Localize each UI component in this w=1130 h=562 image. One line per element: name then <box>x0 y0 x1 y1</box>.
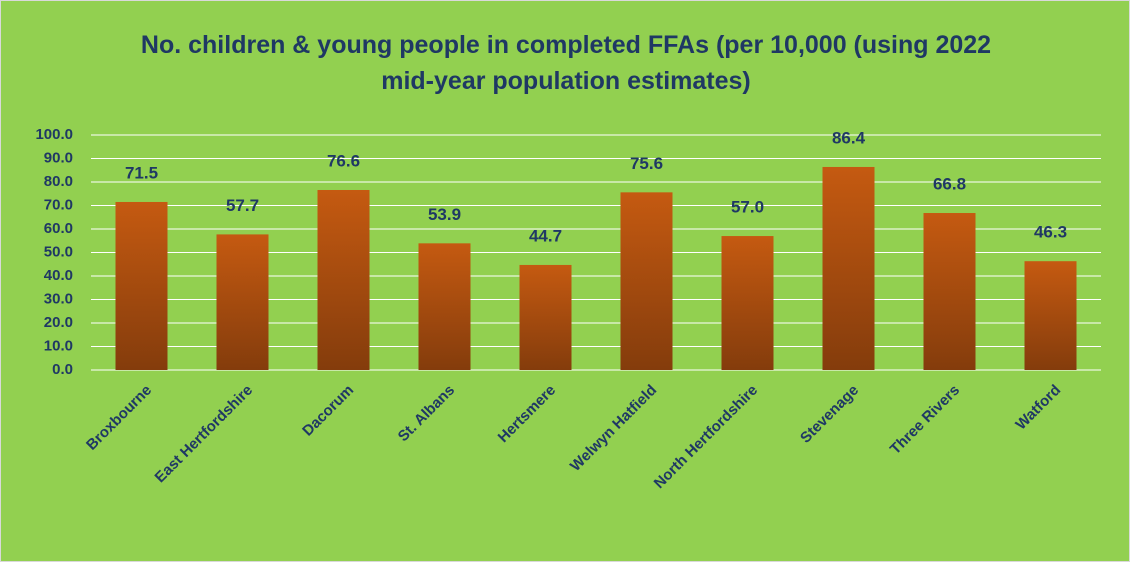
bar <box>519 264 572 370</box>
bar <box>721 236 774 370</box>
data-label: 66.8 <box>933 175 966 194</box>
y-tick-label: 100.0 <box>35 126 73 143</box>
y-tick-label: 70.0 <box>44 196 73 213</box>
data-label: 44.7 <box>529 226 562 245</box>
data-label: 57.0 <box>731 198 764 217</box>
x-tick-label: St. Albans <box>395 382 458 445</box>
bar <box>418 243 471 370</box>
data-label: 71.5 <box>125 163 158 182</box>
bar <box>923 213 976 370</box>
bar <box>1024 261 1077 370</box>
x-tick-label: North Hertfordshire <box>651 382 761 492</box>
y-tick-label: 10.0 <box>44 337 73 354</box>
data-label: 75.6 <box>630 154 663 173</box>
y-tick-label: 0.0 <box>52 361 73 378</box>
y-tick-label: 50.0 <box>44 243 73 260</box>
y-tick-label: 90.0 <box>44 149 73 166</box>
data-label: 46.3 <box>1034 223 1067 242</box>
x-tick-label: East Hertfordshire <box>152 382 257 487</box>
x-tick-label: Hertsmere <box>495 382 560 447</box>
y-tick-label: 30.0 <box>44 290 73 307</box>
data-label: 53.9 <box>428 205 461 224</box>
y-tick-label: 20.0 <box>44 314 73 331</box>
bar <box>317 189 370 370</box>
x-tick-label: Dacorum <box>299 382 357 440</box>
data-label: 57.7 <box>226 196 259 215</box>
y-tick-label: 40.0 <box>44 267 73 284</box>
y-tick-label: 80.0 <box>44 173 73 190</box>
bar <box>216 234 269 370</box>
data-label: 76.6 <box>327 151 360 170</box>
x-tick-label: Watford <box>1012 382 1064 434</box>
data-label: 86.4 <box>832 128 866 147</box>
bar <box>822 166 875 370</box>
x-tick-label: Stevenage <box>797 382 862 447</box>
x-tick-label: Three Rivers <box>887 382 963 458</box>
x-tick-label: Welwyn Hatfield <box>567 382 660 475</box>
chart-title: No. children & young people in completed… <box>140 31 992 95</box>
x-tick-label: Broxbourne <box>83 382 155 454</box>
bar <box>115 201 168 370</box>
bar <box>620 192 673 370</box>
y-tick-label: 60.0 <box>44 220 73 237</box>
